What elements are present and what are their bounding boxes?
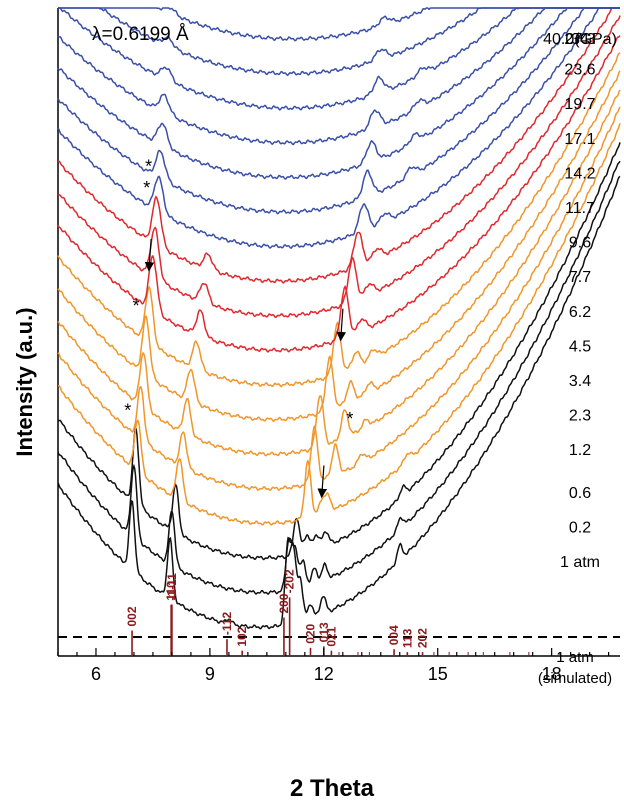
pattern-4.5 (57, 70, 621, 423)
shift-arrow (144, 238, 155, 272)
pressure-label: 6.2 (569, 304, 591, 321)
x-axis: 6 9 12 15 18 (57, 648, 610, 684)
pattern-23.6 (57, 7, 620, 146)
pressure-label: 3.4 (569, 373, 591, 390)
pattern-17.1 (57, 7, 620, 215)
x-tick-label: 18 (542, 664, 562, 684)
x-axis-label: 2 Theta (290, 775, 375, 802)
hkl-label: 021 (324, 626, 338, 646)
simulated-label-text: (simulated) (538, 670, 612, 687)
pattern-19.7 (57, 7, 620, 180)
hkl-label: 113 (400, 628, 414, 648)
pressure-label: 11.7 (565, 200, 595, 217)
pressure-label: 1.2 (569, 442, 591, 459)
x-tick-label: 6 (91, 664, 101, 684)
hkl-label: 200 (277, 593, 291, 613)
pattern-1 atm (57, 175, 621, 630)
asterisk-mark: * (124, 400, 131, 420)
pressure-label: 7.7 (569, 269, 591, 286)
pattern-6.2 (57, 52, 621, 388)
hkl-label: 002 (125, 606, 139, 626)
hkl-label: -112 (220, 611, 234, 635)
pressure-label: 9.6 (569, 235, 591, 252)
pressure-label: 23.6 (564, 62, 595, 79)
pressure-label: 1 atm (560, 554, 600, 571)
pressure-label: 19.7 (564, 96, 595, 113)
pattern-3.4 (57, 89, 621, 457)
pattern-14.2 (57, 7, 620, 249)
hkl-label: 020 (304, 623, 318, 643)
asterisk-mark: * (133, 296, 140, 316)
hkl-label: 202 (416, 628, 430, 648)
plot-frame (57, 8, 620, 657)
x-tick-label: 15 (428, 664, 448, 684)
shift-arrow (336, 308, 347, 342)
y-axis-label: Intensity (a.u.) (12, 307, 37, 456)
pressure-label: 40.0(GPa) (543, 31, 617, 48)
asterisk-mark: * (143, 178, 150, 198)
hkl-label: 004 (387, 625, 401, 645)
wavelength-annotation: λ=0.6199 Å (92, 24, 189, 45)
hkl-label: 013 (317, 622, 331, 642)
pressure-label: 17.1 (564, 131, 595, 148)
pressure-labels: 1 atm 0.2 0.6 1.2 2.3 3.4 4.5 6.2 7.7 9.6 11.7 14.2… (543, 31, 617, 571)
pattern-0.6 (57, 142, 621, 561)
diffraction-patterns (57, 7, 621, 630)
pattern-0.2 (57, 160, 621, 595)
hkl-label: -202 (283, 569, 297, 593)
asterisk-mark: * (145, 156, 152, 176)
pressure-label: 0.6 (569, 485, 591, 502)
pressure-label: 2.3 (569, 408, 591, 425)
pattern-7.7 (57, 35, 621, 353)
hkl-label: 102 (235, 626, 249, 646)
simulated-label-1atm: 1 atm (556, 649, 594, 666)
hkl-label: -1-11 (165, 573, 179, 601)
asterisk-mark: * (346, 409, 353, 429)
x-tick-label: 9 (205, 664, 215, 684)
pressure-label: 0.2 (569, 519, 591, 536)
hkl-label: 110 (164, 581, 178, 601)
pattern-1.2 (58, 123, 621, 526)
pattern-11.7 (57, 7, 620, 284)
peak-marks: ***** (124, 156, 353, 499)
pressure-label: 4.5 (569, 338, 591, 355)
pattern-2.3 (57, 106, 621, 491)
shift-arrow (317, 465, 328, 499)
pressure-label: 14.2 (564, 165, 595, 182)
x-tick-label: 12 (314, 664, 334, 684)
pressure-label: 34 (571, 31, 589, 48)
pattern-40.0 (58, 7, 620, 42)
pressure-label: 27.3 (564, 31, 595, 48)
